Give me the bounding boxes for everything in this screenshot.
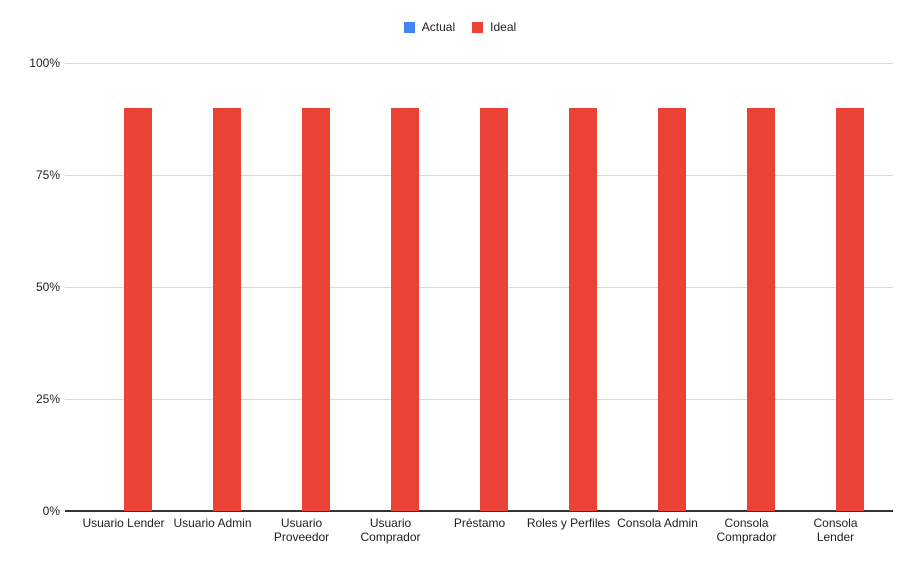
legend-swatch-ideal-icon: [472, 22, 484, 33]
x-axis-label: Consola Admin: [617, 516, 698, 530]
category-slot: [346, 63, 435, 511]
x-axis-label: Usuario Proveedor: [273, 516, 330, 544]
bar-group: [541, 108, 597, 511]
gridline: [65, 399, 893, 400]
category-slot: [435, 63, 524, 511]
x-axis-label: Roles y Perfiles: [526, 516, 611, 530]
x-axis-label: Préstamo: [453, 516, 506, 530]
y-axis-label: 0%: [42, 504, 60, 518]
bar-ideal[interactable]: [123, 108, 152, 511]
bar-slots: [79, 63, 880, 511]
y-axis-label: 100%: [29, 56, 60, 70]
bar-group: [96, 108, 152, 511]
y-axis-label: 50%: [35, 280, 60, 294]
bar-group: [185, 108, 241, 511]
x-axis-label: Consola Lender: [813, 516, 858, 544]
bar-group: [274, 108, 330, 511]
gridline: [65, 63, 893, 64]
category-slot: [613, 63, 702, 511]
chart-legend: Actual Ideal: [0, 21, 920, 34]
bar-group: [719, 108, 775, 511]
legend-swatch-actual-icon: [403, 22, 415, 33]
category-slot: [702, 63, 791, 511]
x-axis-label: Consola Comprador: [716, 516, 777, 544]
category-slot: [79, 63, 168, 511]
plot-area: [65, 63, 893, 512]
bar-ideal[interactable]: [390, 108, 419, 511]
bar-group: [363, 108, 419, 511]
bar-ideal[interactable]: [568, 108, 597, 511]
gridline: [65, 175, 893, 176]
x-axis-line: [65, 510, 893, 512]
gridline: [65, 287, 893, 288]
y-axis-label: 75%: [35, 168, 60, 182]
category-slot: [168, 63, 257, 511]
bar-ideal[interactable]: [212, 108, 241, 511]
category-slot: [524, 63, 613, 511]
x-axis-labels: Usuario Lender Usuario Admin Usuario Prove…: [79, 516, 880, 544]
bar-ideal[interactable]: [746, 108, 775, 511]
bar-group: [452, 108, 508, 511]
legend-item-actual[interactable]: Actual: [403, 20, 456, 34]
legend-item-ideal[interactable]: Ideal: [472, 21, 516, 34]
category-slot: [257, 63, 346, 511]
y-axis-label: 25%: [35, 392, 60, 406]
bar-ideal[interactable]: [657, 108, 686, 511]
legend-label-ideal: Ideal: [490, 20, 517, 34]
category-slot: [791, 63, 880, 511]
x-axis-label: Usuario Comprador: [360, 516, 421, 544]
x-axis-label: Usuario Lender: [82, 516, 165, 530]
bar-ideal[interactable]: [301, 108, 330, 511]
y-axis-labels: 0% 25% 50% 75% 100%: [0, 56, 60, 518]
x-axis-label: Usuario Admin: [173, 516, 252, 530]
bar-ideal[interactable]: [835, 108, 864, 511]
bar-group: [630, 108, 686, 511]
bar-group: [808, 108, 864, 511]
bar-ideal[interactable]: [479, 108, 508, 511]
legend-label-actual: Actual: [421, 20, 456, 34]
